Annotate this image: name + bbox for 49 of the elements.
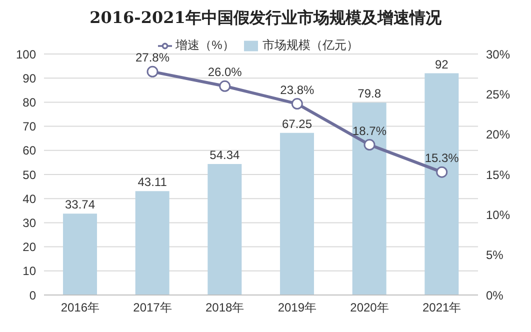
bar — [280, 132, 314, 295]
data-label: 79.8 — [358, 86, 382, 101]
y-tick-label: 20 — [22, 240, 36, 254]
bar — [135, 191, 170, 295]
data-label: 67.25 — [282, 116, 312, 131]
data-label: 26.0% — [208, 65, 242, 80]
point — [291, 98, 303, 110]
data-label: 54.34 — [210, 148, 240, 162]
y-tick-label: 40 — [22, 192, 36, 206]
y-tick-label: 60 — [22, 144, 36, 158]
y2-tick-label: 0% — [486, 288, 504, 302]
y2-tick-label: 30% — [486, 47, 510, 62]
data-label: 43.11 — [138, 175, 168, 190]
data-label: 33.74 — [64, 198, 96, 212]
y2-tick-label: 15% — [486, 168, 510, 182]
point — [219, 80, 231, 92]
x-tick-label: 2017年 — [133, 300, 172, 315]
y-tick-label: 100 — [16, 47, 36, 62]
data-label: 92 — [434, 57, 449, 72]
y2-tick-label: 10% — [486, 208, 510, 222]
legend-label: 增速（%） — [176, 38, 234, 52]
data-label: 15.3% — [424, 151, 460, 166]
x-tick-label: 2016年 — [60, 300, 100, 315]
data-label: 18.7% — [352, 124, 387, 138]
y-tick-label: 80 — [22, 95, 36, 110]
y-tick-label: 50 — [22, 168, 36, 182]
x-tick-label: 2018年 — [205, 300, 244, 315]
legend-label: 市场规模（亿元） — [262, 38, 358, 52]
chart-title: 2016-2021年中国假发行业市场规模及增速情况 — [88, 8, 442, 29]
y2-tick-label: 20% — [486, 128, 510, 142]
bar — [63, 214, 97, 295]
y-tick-label: 70 — [22, 120, 36, 134]
bar — [208, 164, 242, 295]
x-tick-label: 2020年 — [350, 300, 389, 315]
y2-tick-label: 25% — [486, 87, 510, 102]
x-tick-label: 2021年 — [422, 300, 462, 315]
bar — [352, 102, 386, 295]
y-tick-label: 30 — [22, 216, 36, 230]
point — [146, 66, 158, 78]
x-tick-label: 2019年 — [278, 300, 317, 315]
data-label: 27.8% — [135, 50, 170, 65]
y-tick-label: 90 — [22, 71, 36, 86]
y-tick-label: 0 — [29, 288, 36, 302]
y-tick-label: 10 — [22, 264, 36, 278]
point — [364, 139, 376, 151]
data-label: 23.8% — [280, 82, 315, 97]
y2-tick-label: 5% — [486, 248, 504, 262]
bar — [424, 73, 459, 295]
point — [436, 166, 448, 178]
